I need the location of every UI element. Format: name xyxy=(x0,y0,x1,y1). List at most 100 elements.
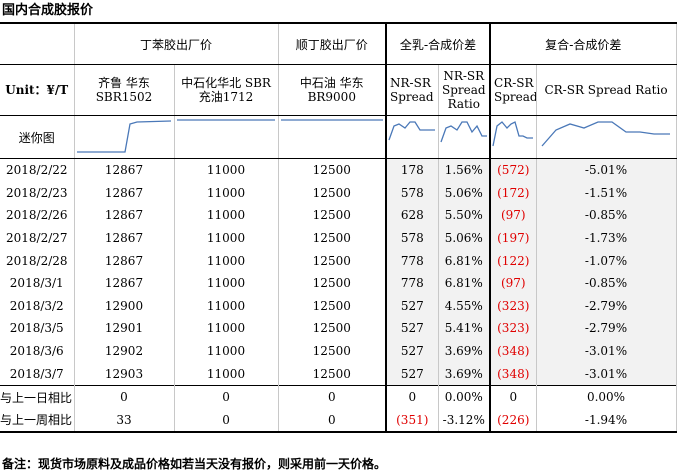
table-row: 2018/3/7 12903 11000 12500 527 3.69% (348) -3.0… xyxy=(0,362,677,386)
cell-br9000: 12500 xyxy=(278,226,388,250)
summary-cell-cr-sr-ratio: -1.94% xyxy=(536,408,677,434)
group-sbr: 丁苯胶出厂价 xyxy=(74,22,279,65)
summary-label: 与上一周相比 xyxy=(0,408,75,434)
date-cell: 2018/2/23 xyxy=(0,181,75,205)
cell-sbr1502: 12867 xyxy=(74,271,175,295)
cell-nr-sr-ratio: 5.50% xyxy=(438,204,492,227)
cell-br9000: 12500 xyxy=(278,181,388,205)
summary-cell-nr-sr: 0 xyxy=(386,384,439,409)
summary-cell-cr-sr: (226) xyxy=(490,408,537,434)
cell-sbr1712: 11000 xyxy=(174,317,279,340)
col-br9000: 中石油 华东 BR9000 xyxy=(278,64,388,116)
cell-cr-sr: (97) xyxy=(490,271,537,295)
cell-br9000: 12500 xyxy=(278,158,388,182)
col-nr-sr-spread: NR-SR Spread xyxy=(386,64,439,116)
summary-cell-br9000: 0 xyxy=(278,408,388,434)
group-header-row: 丁苯胶出厂价 顺丁胶出厂价 全乳-合成价差 复合-合成价差 xyxy=(0,22,677,65)
date-cell: 2018/2/27 xyxy=(0,226,75,250)
date-cell: 2018/2/28 xyxy=(0,249,75,272)
cell-cr-sr: (97) xyxy=(490,204,537,227)
cell-nr-sr-ratio: 5.06% xyxy=(438,181,492,205)
cell-br9000: 12500 xyxy=(278,249,388,272)
cell-cr-sr-ratio: -5.01% xyxy=(536,158,677,182)
summary-cell-sbr1712: 0 xyxy=(174,384,279,409)
sparkline-nr-sr-ratio xyxy=(438,115,492,159)
table-row: 2018/2/27 12867 11000 12500 578 5.06% (197) -1.… xyxy=(0,226,677,250)
cell-nr-sr: 778 xyxy=(386,271,439,295)
cell-br9000: 12500 xyxy=(278,294,388,318)
col-sbr1502: 齐鲁 华东 SBR1502 xyxy=(74,64,175,116)
price-table: 丁苯胶出厂价 顺丁胶出厂价 全乳-合成价差 复合-合成价差 Unit：¥/T 齐… xyxy=(0,22,677,434)
summary-cell-cr-sr: 0 xyxy=(490,384,537,409)
table-row: 2018/3/6 12902 11000 12500 527 3.69% (348) -3.0… xyxy=(0,339,677,363)
cell-nr-sr-ratio: 5.06% xyxy=(438,226,492,250)
cell-br9000: 12500 xyxy=(278,204,388,227)
cell-br9000: 12500 xyxy=(278,271,388,295)
cell-sbr1712: 11000 xyxy=(174,271,279,295)
cell-nr-sr-ratio: 3.69% xyxy=(438,339,492,363)
cell-cr-sr: (348) xyxy=(490,362,537,386)
cell-cr-sr-ratio: -3.01% xyxy=(536,339,677,363)
cell-sbr1712: 11000 xyxy=(174,158,279,182)
summary-cell-sbr1502: 33 xyxy=(74,408,175,434)
date-cell: 2018/3/5 xyxy=(0,317,75,340)
cell-nr-sr: 527 xyxy=(386,339,439,363)
cell-cr-sr-ratio: -0.85% xyxy=(536,271,677,295)
col-cr-sr-ratio: CR-SR Spread Ratio xyxy=(536,64,677,116)
cell-br9000: 12500 xyxy=(278,339,388,363)
corner-cell xyxy=(0,22,75,65)
cell-nr-sr: 527 xyxy=(386,362,439,386)
cell-cr-sr-ratio: -1.73% xyxy=(536,226,677,250)
table-row: 2018/3/2 12900 11000 12500 527 4.55% (323) -2.7… xyxy=(0,294,677,318)
summary-cell-sbr1712: 0 xyxy=(174,408,279,434)
summary-cell-nr-sr: (351) xyxy=(386,408,439,434)
cell-cr-sr: (348) xyxy=(490,339,537,363)
cell-sbr1502: 12867 xyxy=(74,158,175,182)
summary-cell-nr-sr-ratio: 0.00% xyxy=(438,384,492,409)
cell-nr-sr: 527 xyxy=(386,317,439,340)
group-cr-sr: 复合-合成价差 xyxy=(490,22,677,65)
group-nr-sr: 全乳-合成价差 xyxy=(386,22,492,65)
cell-sbr1712: 11000 xyxy=(174,204,279,227)
col-sbr1712: 中石化华北 SBR 充油1712 xyxy=(174,64,279,116)
cell-nr-sr: 527 xyxy=(386,294,439,318)
summary-cell-br9000: 0 xyxy=(278,384,388,409)
date-cell: 2018/3/2 xyxy=(0,294,75,318)
cell-sbr1502: 12867 xyxy=(74,181,175,205)
cell-cr-sr: (323) xyxy=(490,317,537,340)
cell-cr-sr: (323) xyxy=(490,294,537,318)
sparkline-cr-sr-ratio xyxy=(536,115,677,159)
cell-br9000: 12500 xyxy=(278,317,388,340)
table-row: 2018/2/26 12867 11000 12500 628 5.50% (97) -0.8… xyxy=(0,204,677,227)
date-cell: 2018/2/22 xyxy=(0,158,75,182)
sparkline-sbr1712 xyxy=(174,115,279,159)
cell-cr-sr-ratio: -2.79% xyxy=(536,317,677,340)
cell-sbr1712: 11000 xyxy=(174,339,279,363)
summary-row: 与上一周相比 33 0 0 (351) -3.12% (226) -1.94% xyxy=(0,408,677,434)
cell-nr-sr: 778 xyxy=(386,249,439,272)
cell-sbr1502: 12903 xyxy=(74,362,175,386)
cell-sbr1502: 12900 xyxy=(74,294,175,318)
cell-sbr1502: 12867 xyxy=(74,204,175,227)
cell-cr-sr-ratio: -2.79% xyxy=(536,294,677,318)
cell-sbr1502: 12867 xyxy=(74,226,175,250)
sparkline-sbr1502 xyxy=(74,115,175,159)
cell-sbr1502: 12902 xyxy=(74,339,175,363)
footnote: 备注：现货市场原料及成品价格如若当天没有报价，则采用前一天价格。 xyxy=(2,457,387,471)
unit-label: Unit：¥/T xyxy=(0,64,75,116)
cell-nr-sr: 578 xyxy=(386,226,439,250)
date-cell: 2018/3/1 xyxy=(0,271,75,295)
cell-sbr1712: 11000 xyxy=(174,181,279,205)
cell-nr-sr-ratio: 6.81% xyxy=(438,249,492,272)
cell-cr-sr-ratio: -1.07% xyxy=(536,249,677,272)
page-title: 国内合成胶报价 xyxy=(2,3,94,18)
cell-cr-sr: (572) xyxy=(490,158,537,182)
summary-cell-sbr1502: 0 xyxy=(74,384,175,409)
table-row: 2018/2/28 12867 11000 12500 778 6.81% (122) -1.… xyxy=(0,249,677,272)
sparkline-nr-sr xyxy=(386,115,439,159)
cell-sbr1502: 12901 xyxy=(74,317,175,340)
cell-sbr1712: 11000 xyxy=(174,294,279,318)
summary-row: 与上一日相比 0 0 0 0 0.00% 0 0.00% xyxy=(0,384,677,409)
col-cr-sr-spread: CR-SR Spread xyxy=(490,64,537,116)
table-row: 2018/3/5 12901 11000 12500 527 5.41% (323) -2.7… xyxy=(0,317,677,340)
